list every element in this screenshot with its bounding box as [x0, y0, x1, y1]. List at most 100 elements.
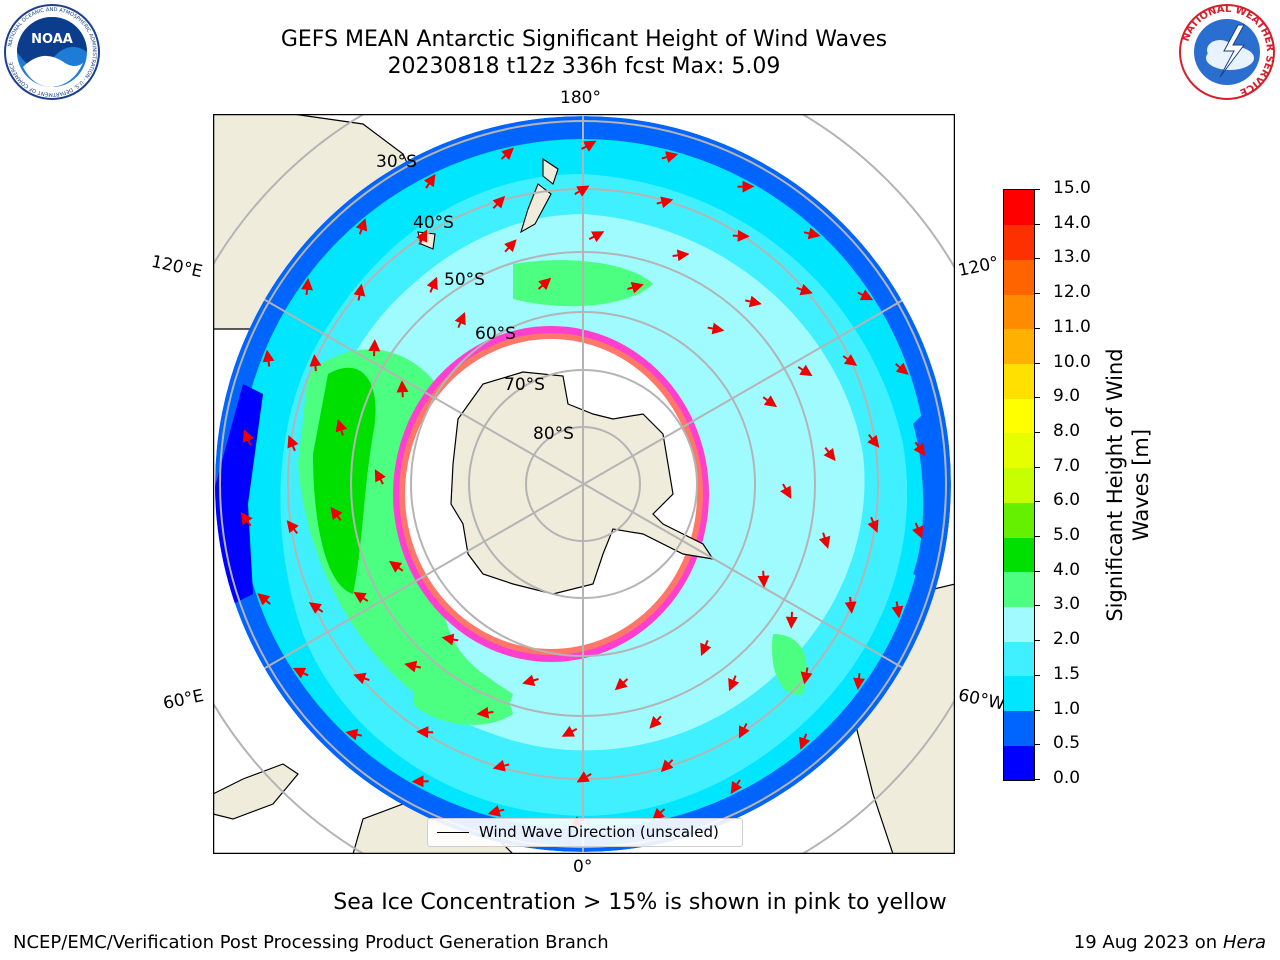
colorbar-segment	[1004, 537, 1034, 573]
wind-arrow	[309, 354, 322, 372]
wind-arrow	[738, 722, 750, 739]
colorbar-tick-mark	[1034, 744, 1040, 746]
wind-arrow	[780, 483, 792, 499]
wind-arrow	[504, 239, 517, 253]
colorbar-tick-label: 8.0	[1053, 420, 1081, 441]
wind-arrow	[286, 520, 299, 535]
wind-arrow	[257, 593, 271, 606]
colorbar-segment	[1004, 467, 1034, 503]
wind-arrow	[262, 349, 275, 367]
colorbar-label: Significant Height of Wind Waves [m]	[1103, 348, 1153, 622]
footer-host: Hera	[1222, 932, 1266, 953]
lat-label-70s: 70°S	[504, 375, 545, 395]
wind-arrow	[656, 196, 674, 209]
chart-title: GEFS MEAN Antarctic Significant Height o…	[280, 27, 888, 52]
wind-arrow	[891, 601, 904, 619]
colorbar-tick-mark	[1034, 327, 1040, 329]
lon-label-60e: 60°E	[161, 685, 206, 715]
colorbar-segment	[1004, 398, 1034, 434]
wind-arrow	[353, 672, 370, 685]
wind-arrow	[454, 311, 466, 329]
colorbar-tick-label: 14.0	[1053, 212, 1091, 233]
wind-arrow	[487, 805, 505, 817]
wind-arrow	[797, 364, 813, 377]
wind-arrow	[500, 147, 514, 161]
legend-line-swatch	[437, 832, 469, 833]
wind-arrow	[374, 469, 386, 485]
colorbar-tick-label: 15.0	[1053, 178, 1091, 198]
wind-arrow	[537, 277, 552, 291]
colorbar-segment	[1004, 745, 1034, 781]
wind-arrow	[757, 570, 770, 588]
colorbar-tick-label: 9.0	[1053, 386, 1081, 407]
colorbar-tick-mark	[1034, 709, 1040, 711]
colorbar-segment	[1004, 571, 1034, 607]
colorbar-segment	[1004, 710, 1034, 746]
wind-arrows	[240, 140, 926, 828]
legend-label: Wind Wave Direction (unscaled)	[479, 823, 719, 841]
colorbar-tick-mark	[1034, 779, 1040, 780]
footer-credit: NCEP/EMC/Verification Post Processing Pr…	[13, 932, 609, 953]
colorbar-tick-label: 13.0	[1053, 247, 1091, 268]
colorbar-segment	[1004, 641, 1034, 677]
wind-arrow	[581, 140, 597, 152]
wind-arrow	[388, 560, 404, 573]
colorbar-tick-mark	[1034, 258, 1040, 260]
wind-arrow	[492, 195, 506, 209]
wind-arrow	[652, 807, 666, 821]
colorbar-segment	[1004, 294, 1034, 330]
colorbar-segment	[1004, 675, 1034, 712]
wind-arrow	[707, 322, 725, 335]
wind-arrow	[242, 429, 254, 446]
wind-arrow	[800, 667, 813, 685]
colorbar-tick-label: 11.0	[1053, 316, 1091, 337]
wind-arrow	[660, 759, 674, 773]
wind-arrow	[492, 759, 510, 772]
wind-arrow	[796, 283, 813, 296]
wind-arrow	[441, 633, 459, 646]
nws-logo: NATIONAL WEATHER SERVICE	[1179, 4, 1275, 100]
colorbar-tick-mark	[1034, 431, 1040, 433]
colorbar-tick-mark	[1034, 223, 1040, 225]
wind-arrow	[762, 395, 778, 408]
colorbar-tick-mark	[1034, 362, 1040, 364]
colorbar-tick-label: 1.0	[1053, 698, 1081, 719]
wind-arrow	[292, 667, 309, 679]
colorbar-tick-mark	[1034, 293, 1040, 295]
colorbar-tick-label: 1.5	[1053, 663, 1081, 684]
colorbar-segment	[1004, 432, 1034, 469]
colorbar	[1003, 189, 1035, 781]
wind-arrow	[335, 419, 348, 436]
wind-arrow	[345, 728, 363, 741]
colorbar-tick-mark	[1034, 536, 1040, 538]
wind-arrow	[672, 249, 690, 262]
wind-arrow	[798, 733, 811, 750]
colorbar-tick-label: 12.0	[1053, 282, 1091, 303]
colorbar-segment	[1004, 328, 1034, 365]
colorbar-segment	[1004, 606, 1034, 642]
wind-arrow	[867, 433, 880, 448]
colorbar-tick-label: 3.0	[1053, 594, 1081, 615]
wind-arrow	[396, 380, 409, 398]
colorbar-segment	[1004, 224, 1034, 260]
noaa-logo-text: NOAA	[31, 32, 73, 47]
colorbar-tick-mark	[1034, 605, 1040, 607]
chart-subtitle: 20230818 t12z 336h fcst Max: 5.09	[387, 54, 781, 79]
wind-arrow	[844, 596, 857, 614]
colorbar-tick-label: 7.0	[1053, 455, 1081, 476]
colorbar-tick-mark	[1034, 501, 1040, 503]
lat-label-40s: 40°S	[413, 213, 454, 233]
map-legend: Wind Wave Direction (unscaled)	[427, 818, 743, 847]
colorbar-tick-label: 10.0	[1053, 351, 1091, 372]
wind-arrow	[744, 295, 762, 308]
wind-arrow	[823, 447, 836, 462]
wind-arrow	[576, 771, 592, 783]
colorbar-tick-label: 6.0	[1053, 490, 1081, 511]
wind-arrow	[895, 362, 909, 375]
wind-arrow	[476, 706, 494, 719]
colorbar-tick-label: 0.0	[1053, 768, 1081, 788]
sea-ice-caption: Sea Ice Concentration > 15% is shown in …	[333, 890, 947, 915]
wind-arrow	[785, 611, 798, 629]
lat-label-30s: 30°S	[376, 152, 417, 172]
wind-arrow	[353, 283, 366, 301]
